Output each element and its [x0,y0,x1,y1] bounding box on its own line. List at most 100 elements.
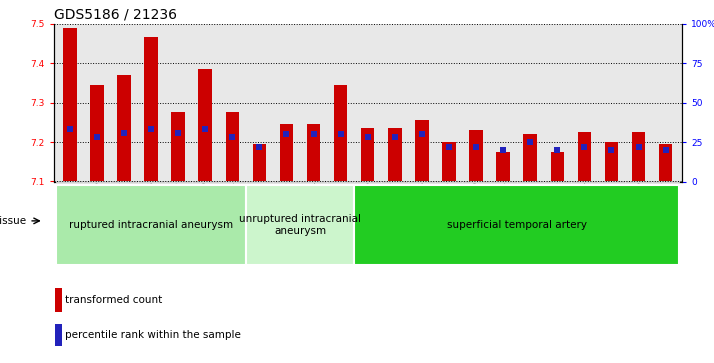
Point [226,134,238,140]
Bar [463,182,490,183]
Text: GSM1306886: GSM1306886 [92,182,101,235]
Point [146,126,157,132]
Point [578,144,590,150]
Text: percentile rank within the sample: percentile rank within the sample [66,330,241,340]
Point [471,144,482,150]
Bar [117,75,131,182]
Point [416,131,428,137]
Bar [354,182,381,183]
Point [389,134,401,140]
Text: GSM1306900: GSM1306900 [471,182,481,235]
Text: GSM1306896: GSM1306896 [363,182,372,235]
Text: GSM1306891: GSM1306891 [228,182,237,235]
Bar [55,324,62,346]
Bar [570,182,598,183]
Point [443,144,455,150]
Bar [523,134,537,182]
Bar [361,128,374,182]
Bar [273,182,300,183]
Bar [111,182,138,183]
Point [633,144,644,150]
Bar [605,142,618,182]
Text: superficial temporal artery: superficial temporal artery [447,220,587,230]
Bar [436,182,463,183]
Text: GSM1306904: GSM1306904 [580,182,589,235]
Bar [280,124,293,182]
Point [172,130,183,135]
Bar [598,182,625,183]
Text: GSM1306890: GSM1306890 [201,182,210,235]
Point [552,147,563,153]
Text: GSM1306889: GSM1306889 [174,182,183,235]
Bar [632,132,645,182]
Bar [659,144,673,182]
Bar [84,182,111,183]
Text: tissue: tissue [0,216,27,226]
Bar [469,130,483,182]
Text: GSM1306893: GSM1306893 [282,182,291,235]
Bar [56,182,84,183]
Point [362,134,373,140]
Text: unruptured intracranial
aneurysm: unruptured intracranial aneurysm [239,214,361,236]
Point [199,126,211,132]
Text: GSM1306907: GSM1306907 [661,182,670,235]
Bar [253,144,266,182]
FancyBboxPatch shape [354,185,679,265]
Point [605,147,617,153]
Point [498,147,509,153]
FancyBboxPatch shape [246,185,354,265]
Text: GSM1306902: GSM1306902 [526,182,535,235]
Bar [327,182,354,183]
Bar [544,182,570,183]
Text: GSM1306897: GSM1306897 [391,182,399,235]
Point [119,130,130,135]
Bar [198,69,212,182]
Bar [191,182,218,183]
Text: GSM1306887: GSM1306887 [119,182,129,235]
Text: ruptured intracranial aneurysm: ruptured intracranial aneurysm [69,220,233,230]
Bar [144,37,158,182]
FancyBboxPatch shape [56,185,246,265]
Bar [388,128,401,182]
Bar [165,182,191,183]
Bar [442,142,456,182]
Text: GSM1306892: GSM1306892 [255,182,264,235]
Bar [307,124,321,182]
Bar [496,152,510,182]
Text: GSM1306895: GSM1306895 [336,182,345,235]
Point [91,134,103,140]
Text: GDS5186 / 21236: GDS5186 / 21236 [54,7,176,21]
Bar [517,182,544,183]
Point [308,131,319,137]
Bar [300,182,327,183]
Bar [334,85,348,182]
Text: GSM1306898: GSM1306898 [418,182,426,235]
Point [660,147,671,153]
Text: GSM1306888: GSM1306888 [146,182,156,235]
Point [525,139,536,145]
Point [253,144,265,150]
Bar [90,85,104,182]
Text: GSM1306903: GSM1306903 [553,182,562,235]
Bar [138,182,165,183]
Point [281,131,292,137]
Text: GSM1306899: GSM1306899 [444,182,453,235]
Bar [63,28,76,182]
Bar [246,182,273,183]
Text: GSM1306905: GSM1306905 [607,182,616,235]
Text: GSM1306901: GSM1306901 [498,182,508,235]
Bar [490,182,517,183]
Text: GSM1306906: GSM1306906 [634,182,643,235]
Text: transformed count: transformed count [66,295,163,305]
Bar [578,132,591,182]
Bar [381,182,408,183]
Bar [415,120,428,182]
Bar [218,182,246,183]
Bar [171,113,185,182]
Bar [550,152,564,182]
Bar [652,182,679,183]
Point [335,131,346,137]
Bar [408,182,436,183]
Text: GSM1306885: GSM1306885 [65,182,74,235]
Point [64,126,76,132]
